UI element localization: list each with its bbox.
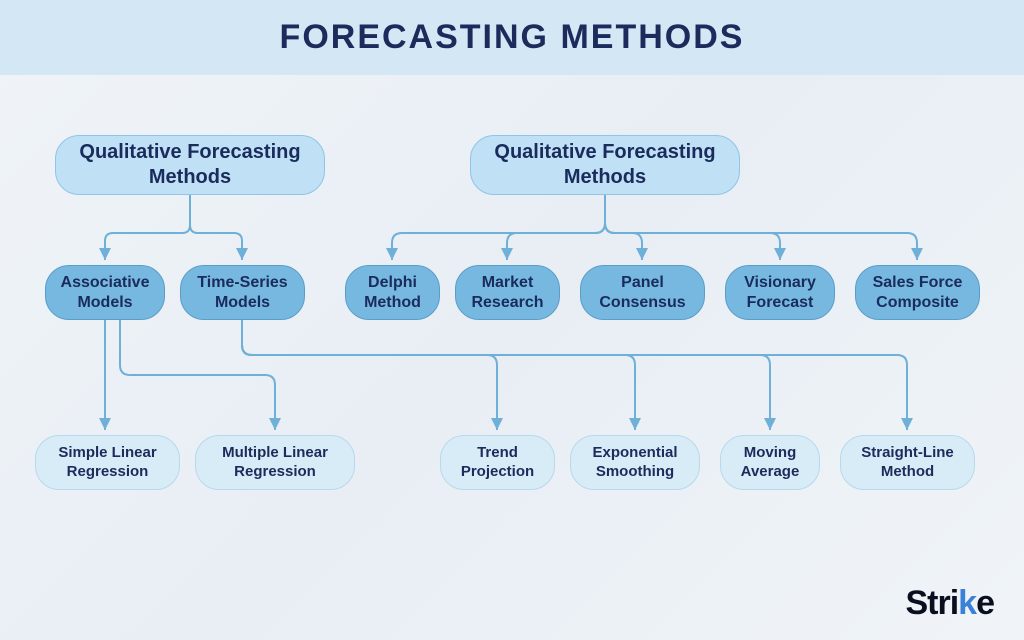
logo-text-k: k [958,584,976,622]
node-label: Associative Models [60,273,150,313]
node-label: Qualitative Forecasting Methods [485,140,725,190]
node-market-research: Market Research [455,265,560,320]
node-label: Exponential Smoothing [585,444,685,482]
node-label: Trend Projection [455,444,540,482]
node-simple-linear-regression: Simple Linear Regression [35,435,180,490]
brand-logo: Strike [905,584,994,623]
node-label: Moving Average [735,444,805,482]
node-trend-projection: Trend Projection [440,435,555,490]
node-label: Sales Force Composite [870,273,965,313]
node-delphi-method: Delphi Method [345,265,440,320]
node-visionary-forecast: Visionary Forecast [725,265,835,320]
node-time-series-models: Time-Series Models [180,265,305,320]
node-label: Multiple Linear Regression [210,444,340,482]
node-qualitative-right: Qualitative Forecasting Methods [470,135,740,195]
node-qualitative-left: Qualitative Forecasting Methods [55,135,325,195]
node-sales-force-composite: Sales Force Composite [855,265,980,320]
node-associative-models: Associative Models [45,265,165,320]
node-panel-consensus: Panel Consensus [580,265,705,320]
page-title: FORECASTING METHODS [0,18,1024,57]
node-label: Qualitative Forecasting Methods [70,140,310,190]
node-exponential-smoothing: Exponential Smoothing [570,435,700,490]
node-multiple-linear-regression: Multiple Linear Regression [195,435,355,490]
diagram-area: Qualitative Forecasting Methods Qualitat… [0,75,1024,635]
node-label: Market Research [470,273,545,313]
node-label: Delphi Method [360,273,425,313]
node-moving-average: Moving Average [720,435,820,490]
logo-text-pre: Stri [905,584,958,622]
node-label: Visionary Forecast [740,273,820,313]
node-label: Time-Series Models [195,273,290,313]
node-label: Simple Linear Regression [50,444,165,482]
node-label: Straight-Line Method [855,444,960,482]
logo-text-post: e [976,584,994,622]
node-straight-line-method: Straight-Line Method [840,435,975,490]
header: FORECASTING METHODS [0,0,1024,75]
node-label: Panel Consensus [595,273,690,313]
